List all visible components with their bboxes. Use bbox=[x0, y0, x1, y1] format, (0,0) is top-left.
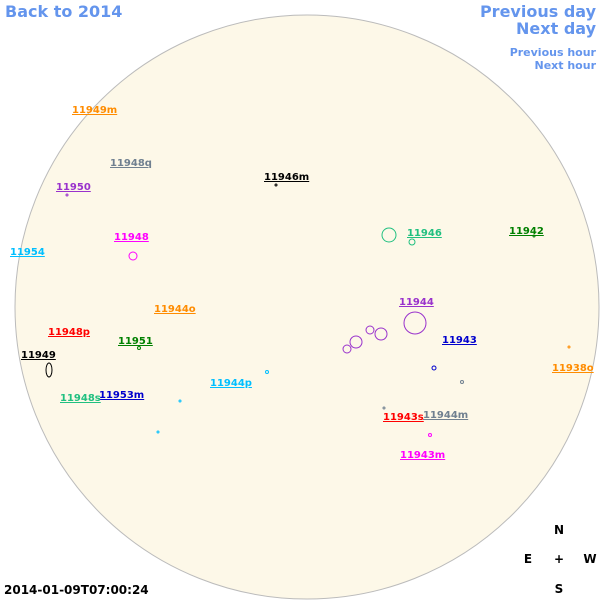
region-label[interactable]: 11946 bbox=[407, 228, 442, 239]
region-label[interactable]: 11944p bbox=[210, 378, 252, 389]
region-label[interactable]: 11946m bbox=[264, 172, 309, 183]
region-label[interactable]: 11948s bbox=[60, 393, 101, 404]
sunspots bbox=[45, 183, 571, 437]
next-hour-link[interactable]: Next hour bbox=[535, 59, 597, 72]
compass-center: + bbox=[554, 552, 564, 566]
previous-day-link[interactable]: Previous day bbox=[480, 2, 597, 21]
compass-east: E bbox=[524, 552, 532, 566]
region-label[interactable]: 11944 bbox=[399, 297, 434, 308]
region-label[interactable]: 11949 bbox=[21, 350, 56, 361]
region-label[interactable]: 11943s bbox=[383, 412, 424, 423]
region-label[interactable]: 11951 bbox=[118, 336, 153, 347]
previous-hour-link[interactable]: Previous hour bbox=[510, 46, 597, 59]
compass-north: N bbox=[554, 523, 564, 537]
compass-south: S bbox=[555, 582, 564, 596]
timestamp: 2014-01-09T07:00:24 bbox=[4, 583, 149, 597]
region-label[interactable]: 11938o bbox=[552, 363, 594, 374]
compass-west: W bbox=[583, 552, 596, 566]
region-label[interactable]: 11944m bbox=[423, 410, 468, 421]
back-link[interactable]: Back to 2014 bbox=[5, 2, 122, 21]
region-label[interactable]: 11949m bbox=[72, 105, 117, 116]
region-label[interactable]: 11948 bbox=[114, 232, 149, 243]
region-label[interactable]: 11943 bbox=[442, 335, 477, 346]
solar-disc bbox=[14, 14, 600, 600]
region-label[interactable]: 11950 bbox=[56, 182, 91, 193]
region-label[interactable]: 11948p bbox=[48, 327, 90, 338]
region-label[interactable]: 11948q bbox=[110, 158, 152, 169]
region-label[interactable]: 11944o bbox=[154, 304, 196, 315]
region-label[interactable]: 11943m bbox=[400, 450, 445, 461]
region-label[interactable]: 11953m bbox=[99, 390, 144, 401]
next-day-link[interactable]: Next day bbox=[516, 19, 597, 38]
region-label[interactable]: 11954 bbox=[10, 247, 45, 258]
region-label[interactable]: 11942 bbox=[509, 226, 544, 237]
